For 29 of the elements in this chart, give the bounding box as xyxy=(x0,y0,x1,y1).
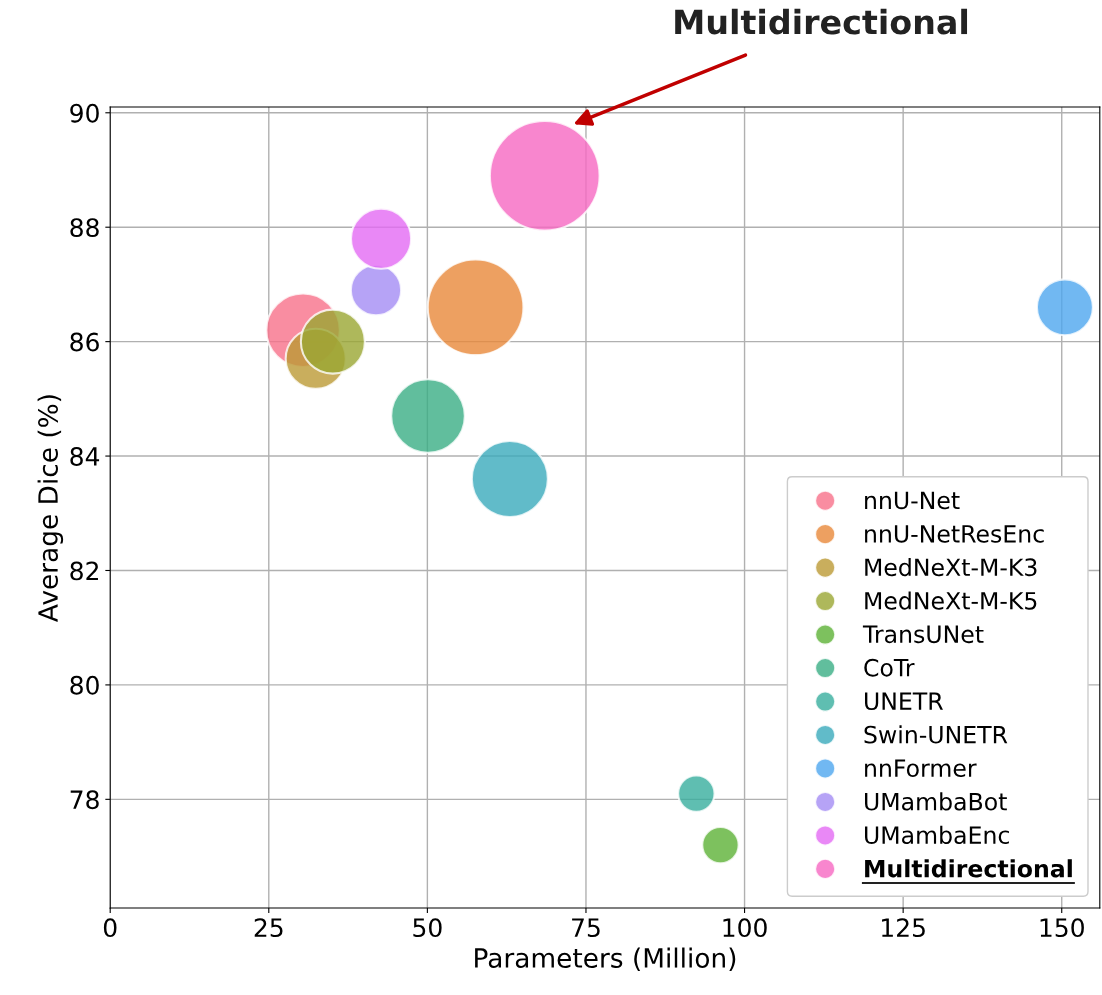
annotation: Multidirectional xyxy=(675,8,968,35)
legend-label: UMambaEnc xyxy=(865,825,1009,845)
x-tick-label: 0 xyxy=(103,918,117,938)
legend-label: TransUNet xyxy=(862,625,984,644)
legend-label: Multidirectional xyxy=(865,859,1072,878)
legend-label: nnFormer xyxy=(865,759,977,778)
legend-label: UMambaBot xyxy=(865,792,1007,811)
y-tick-label: 80 xyxy=(70,675,99,695)
x-tick-label: 50 xyxy=(413,918,442,938)
y-tick-label: 86 xyxy=(70,332,99,352)
y-tick-label: 88 xyxy=(70,218,99,238)
x-tick-label: 150 xyxy=(1040,918,1084,938)
x-tick-label: 25 xyxy=(254,918,283,938)
x-tick-label: 75 xyxy=(572,918,600,938)
legend-label: MedNeXt-M-K3 xyxy=(865,557,1037,577)
legend-label: UNETR xyxy=(865,692,943,711)
legend-label: CoTr xyxy=(864,658,915,677)
x-axis-title: Parameters (Million) xyxy=(475,947,736,972)
legend-label: Swin-UNETR xyxy=(864,725,1008,744)
legend-label: nnU-Net xyxy=(865,491,960,510)
x-tick-label: 125 xyxy=(882,918,925,938)
legend-label: MedNeXt-M-K5 xyxy=(865,591,1037,610)
y-tick-label: 84 xyxy=(70,447,100,466)
y-tick-label: 78 xyxy=(70,790,99,810)
legend-label: nnU-NetResEnc xyxy=(865,525,1044,543)
y-axis-title: Average Dice (%) xyxy=(37,395,64,622)
y-tick-label: 82 xyxy=(70,561,98,581)
y-tick-label: 90 xyxy=(70,103,99,123)
x-tick-label: 100 xyxy=(723,918,767,938)
